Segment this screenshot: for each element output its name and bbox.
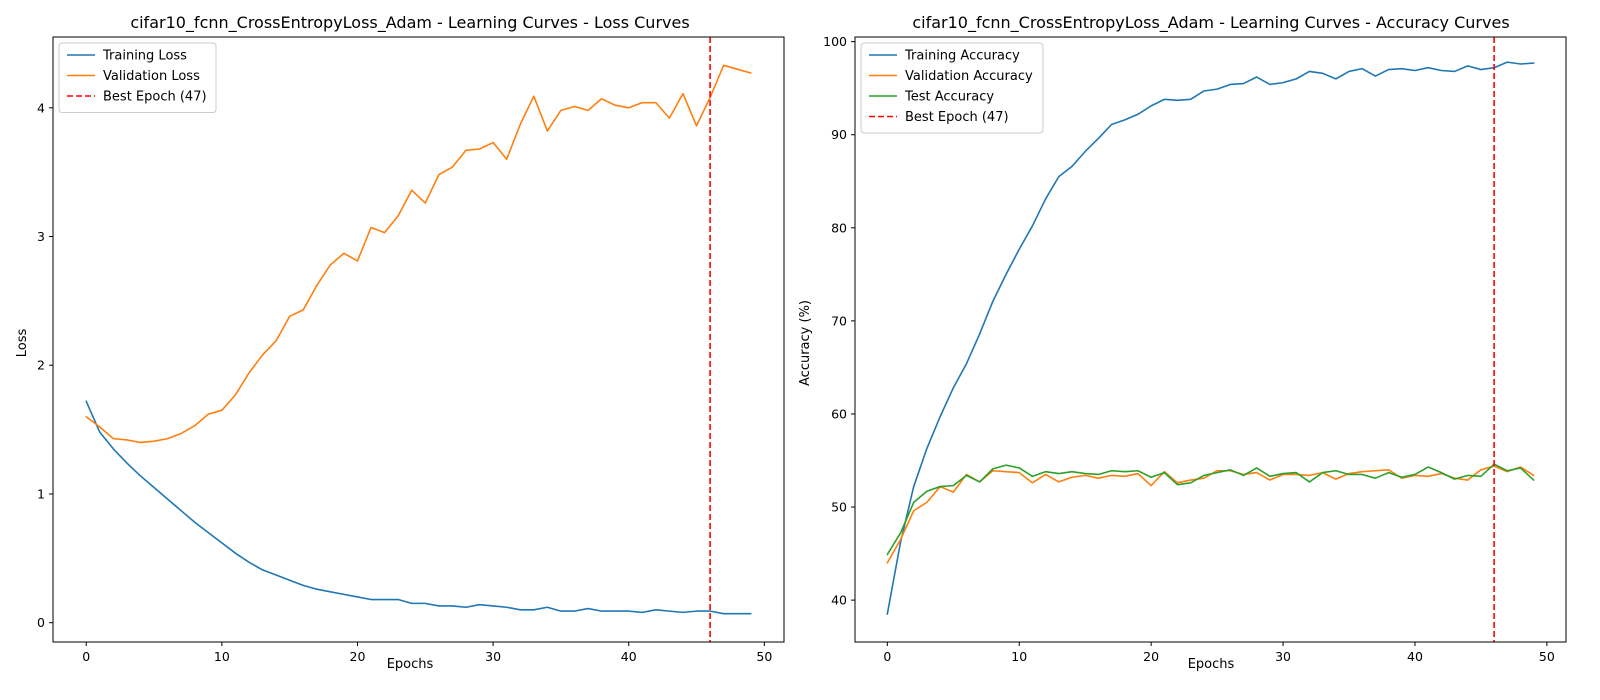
accuracy-legend: Training Accuracy Validation Accuracy Test… bbox=[860, 42, 1044, 134]
accuracy-x-tick-label: 30 bbox=[1275, 649, 1291, 664]
accuracy-x-tick-label: 0 bbox=[883, 649, 891, 664]
accuracy-y-tick-label: 100 bbox=[823, 34, 847, 49]
loss-y-tick-label: 4 bbox=[37, 100, 45, 115]
accuracy-y-tick-label: 80 bbox=[831, 220, 847, 235]
loss-y-tick-label: 3 bbox=[37, 229, 45, 244]
loss-plot-area bbox=[85, 37, 752, 642]
accuracy-y-tick-label: 40 bbox=[831, 593, 847, 608]
accuracy-series-line-training-accuracy bbox=[886, 61, 1535, 615]
accuracy-x-axis-label: Epochs bbox=[1188, 657, 1235, 672]
loss-curves-panel: cifar10_fcnn_CrossEntropyLoss_Adam - Lea… bbox=[15, 13, 785, 672]
loss-x-tick-label: 30 bbox=[485, 649, 501, 664]
accuracy-plot-area bbox=[886, 37, 1535, 642]
loss-legend: Training Loss Validation Loss Best Epoch (… bbox=[58, 42, 217, 113]
accuracy-axes-frame bbox=[854, 36, 1567, 643]
accuracy-legend-label: Training Accuracy bbox=[904, 49, 1020, 64]
accuracy-legend-label: Test Accuracy bbox=[904, 90, 994, 105]
accuracy-x-tick-label: 20 bbox=[1143, 649, 1159, 664]
loss-legend-label: Training Loss bbox=[102, 49, 187, 64]
accuracy-curves-panel: cifar10_fcnn_CrossEntropyLoss_Adam - Lea… bbox=[798, 13, 1567, 672]
accuracy-y-tick-label: 70 bbox=[831, 313, 847, 328]
loss-y-axis-label: Loss bbox=[15, 329, 30, 358]
loss-chart-title: cifar10_fcnn_CrossEntropyLoss_Adam - Lea… bbox=[130, 13, 689, 33]
loss-x-tick-label: 20 bbox=[350, 649, 366, 664]
loss-axes-frame bbox=[52, 36, 785, 643]
accuracy-legend-label: Validation Accuracy bbox=[905, 69, 1033, 84]
loss-legend-box bbox=[58, 42, 217, 113]
accuracy-y-axis-label: Accuracy (%) bbox=[798, 300, 813, 386]
loss-x-tick-label: 10 bbox=[214, 649, 230, 664]
accuracy-series-line-validation-accuracy bbox=[886, 465, 1535, 564]
loss-x-tick-label: 40 bbox=[621, 649, 637, 664]
accuracy-axis-ticks: 0 10 20 30 40 50 40 50 60 70 80 90 100 bbox=[823, 34, 1555, 664]
loss-y-tick-label: 2 bbox=[37, 358, 45, 373]
loss-series-line-training-loss bbox=[85, 400, 752, 615]
loss-x-tick-label: 0 bbox=[82, 649, 90, 664]
loss-x-axis-label: Epochs bbox=[387, 657, 434, 672]
accuracy-series-line-test-accuracy bbox=[886, 463, 1535, 556]
accuracy-legend-label: Best Epoch (47) bbox=[905, 110, 1009, 125]
accuracy-x-tick-label: 40 bbox=[1407, 649, 1423, 664]
accuracy-x-tick-label: 50 bbox=[1539, 649, 1555, 664]
accuracy-x-tick-label: 10 bbox=[1011, 649, 1027, 664]
accuracy-chart-title: cifar10_fcnn_CrossEntropyLoss_Adam - Lea… bbox=[912, 13, 1509, 33]
accuracy-y-tick-label: 60 bbox=[831, 406, 847, 421]
loss-legend-label: Validation Loss bbox=[103, 69, 200, 84]
loss-axis-ticks: 0 10 20 30 40 50 0 1 2 3 4 bbox=[37, 100, 772, 664]
loss-x-tick-label: 50 bbox=[756, 649, 772, 664]
loss-y-tick-label: 1 bbox=[37, 486, 45, 501]
loss-series-line-validation-loss bbox=[85, 64, 752, 444]
accuracy-legend-box bbox=[860, 42, 1044, 134]
accuracy-y-tick-label: 90 bbox=[831, 127, 847, 142]
loss-legend-label: Best Epoch (47) bbox=[103, 90, 207, 105]
loss-y-tick-label: 0 bbox=[37, 615, 45, 630]
accuracy-y-tick-label: 50 bbox=[831, 500, 847, 515]
